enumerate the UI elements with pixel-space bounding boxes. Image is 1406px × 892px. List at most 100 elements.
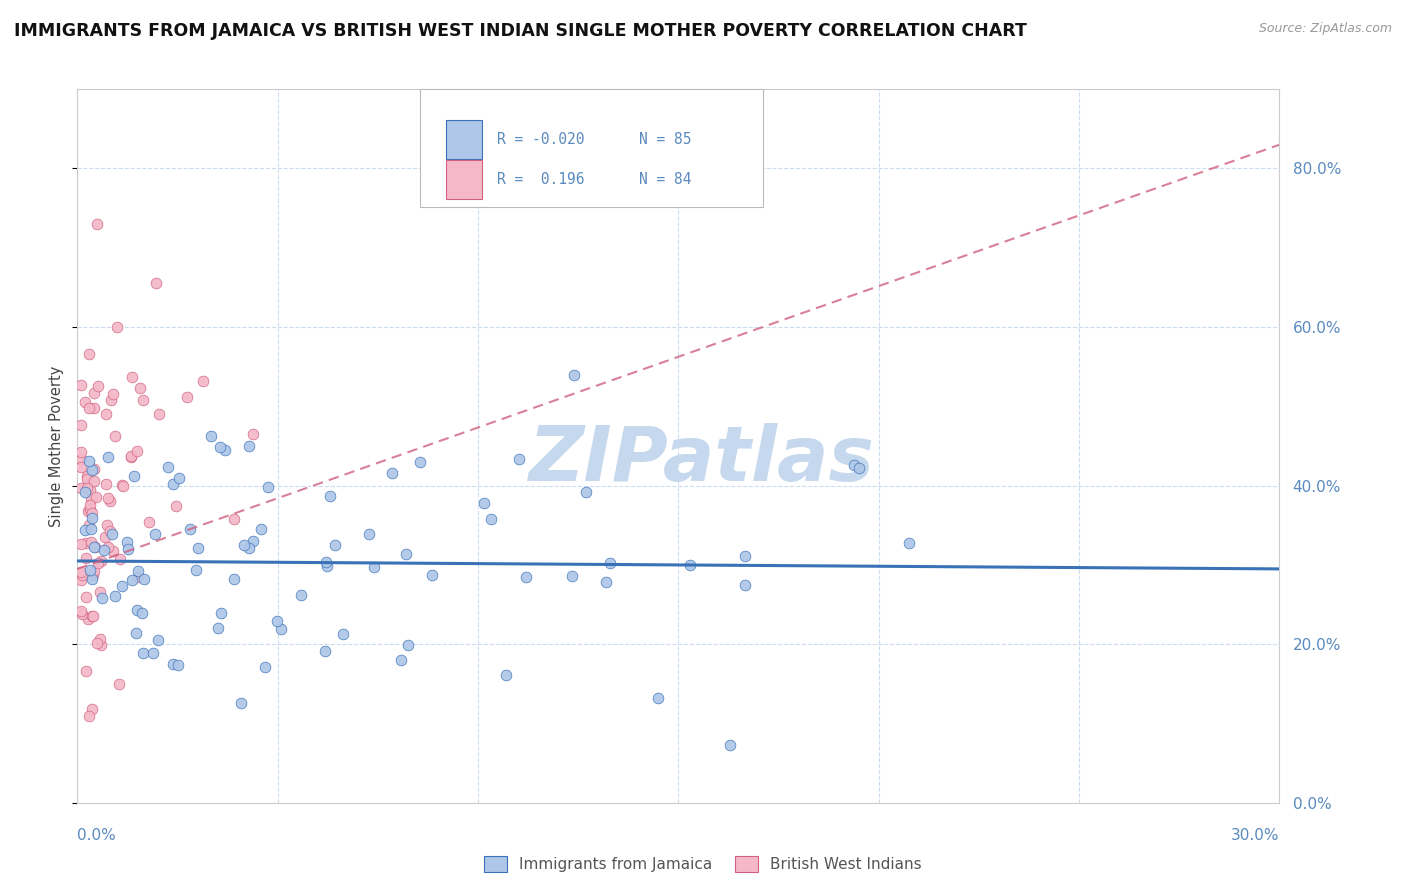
Point [98,524,121,539]
Point [75,484,97,499]
Point [132,646,155,660]
Point [70,460,93,475]
Point [77,504,100,518]
Point [848,460,870,475]
Point [389,652,412,666]
Point [79,483,101,497]
Point [108,676,131,690]
Point [70,607,93,621]
Point [266,614,288,628]
Point [127,444,149,458]
Point [87,556,110,570]
Point [98,494,121,508]
Point [143,527,166,541]
Point [319,489,342,503]
Point [80,463,103,477]
Point [249,522,271,536]
Text: R = -0.020: R = -0.020 [496,132,585,146]
Point [117,542,139,557]
Point [148,407,170,421]
Point [145,276,167,290]
Point [231,696,253,710]
Point [86,378,108,392]
Point [127,569,149,583]
Point [127,564,149,578]
Point [111,580,134,594]
Point [315,559,337,574]
Point [96,518,118,533]
Point [80,523,103,537]
Point [129,381,152,395]
Point [254,660,277,674]
Point [70,378,93,392]
Point [83,385,105,400]
Point [107,320,129,334]
Point [165,500,187,514]
Point [79,498,101,512]
Point [332,626,354,640]
Point [314,644,336,658]
Point [842,458,865,472]
Point [575,485,598,500]
Point [479,512,502,526]
Point [211,606,233,620]
Point [89,585,111,599]
Point [83,462,105,476]
Point [209,440,232,454]
Point [94,530,117,544]
Point [104,589,127,603]
Point [111,478,134,492]
Point [187,541,209,556]
Point [82,701,104,715]
Point [82,608,104,623]
Point [595,574,617,589]
Point [80,511,103,525]
Point [120,450,142,464]
Point [80,535,103,549]
Point [242,534,264,549]
Point [80,506,103,520]
Y-axis label: Single Mother Poverty: Single Mother Poverty [49,366,65,526]
Legend: Immigrants from Jamaica, British West Indians: Immigrants from Jamaica, British West In… [477,848,929,880]
Point [127,603,149,617]
Point [290,588,312,602]
Point [191,374,214,388]
Point [679,558,702,573]
Point [398,638,420,652]
Point [96,407,118,421]
Point [142,646,165,660]
Point [79,503,101,517]
Point [70,568,93,582]
Point [357,527,380,541]
Point [94,477,117,491]
Point [734,549,756,563]
Point [80,609,103,624]
Point [83,401,105,415]
FancyBboxPatch shape [446,120,482,159]
Point [381,466,404,480]
Point [363,559,385,574]
Text: 30.0%: 30.0% [1232,829,1279,843]
Text: IMMIGRANTS FROM JAMAICA VS BRITISH WEST INDIAN SINGLE MOTHER POVERTY CORRELATION: IMMIGRANTS FROM JAMAICA VS BRITISH WEST … [14,22,1026,40]
Point [115,535,138,549]
Point [242,427,264,442]
Point [104,429,127,443]
Point [86,217,108,231]
Point [93,543,115,558]
Point [315,555,337,569]
Point [86,636,108,650]
Point [84,540,107,554]
Point [233,538,256,552]
Point [70,604,93,618]
Point [75,524,97,538]
Point [179,522,201,536]
Point [167,657,190,672]
Point [100,393,122,408]
Point [97,491,120,505]
Point [270,622,292,636]
Point [157,459,180,474]
Point [77,453,100,467]
Point [80,492,103,507]
Point [70,417,93,432]
Point [77,517,100,532]
